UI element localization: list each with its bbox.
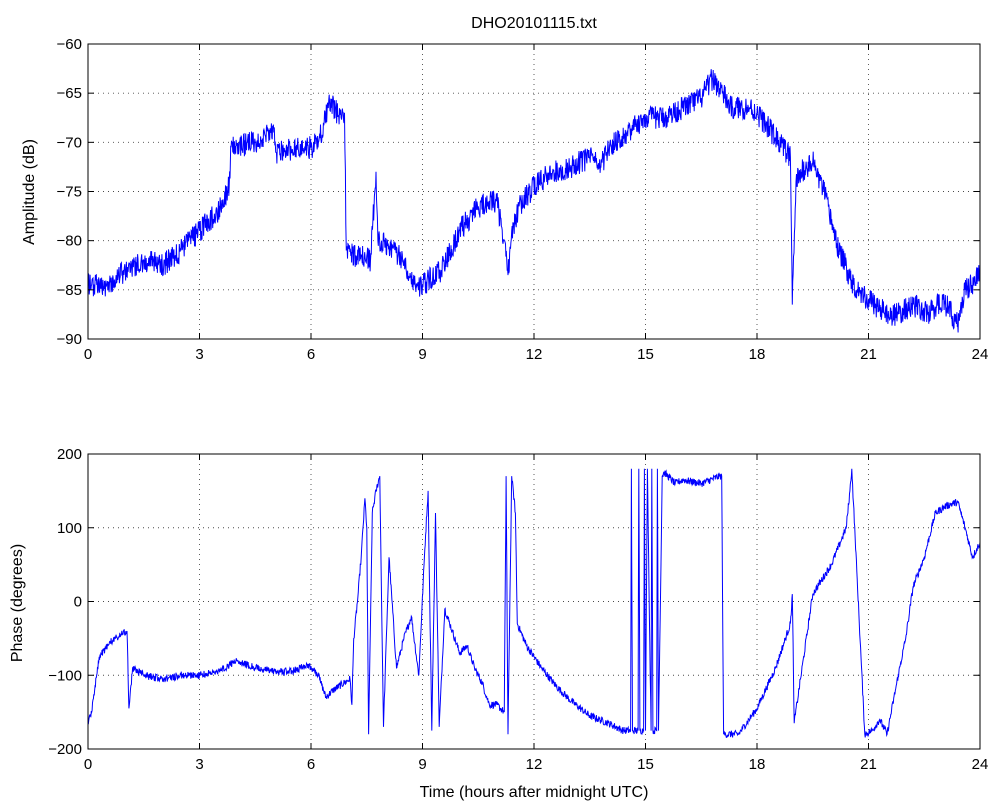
x-tick-label: 15 (637, 346, 654, 363)
series-line (87, 468, 981, 738)
x-tick-label: 12 (526, 756, 543, 773)
x-tick-label: 21 (860, 346, 877, 363)
x-tick-label: 21 (860, 756, 877, 773)
x-tick-label: 18 (749, 756, 766, 773)
x-tick-label: 9 (418, 346, 426, 363)
x-tick-label: 24 (972, 346, 989, 363)
y-tick-label: −75 (57, 184, 82, 201)
figure-title: DHO20101115.txt (471, 15, 597, 32)
x-tick-label: 6 (307, 346, 315, 363)
phase-panel: Phase (degrees) Time (hours after midnig… (9, 446, 988, 801)
phase-ylabel: Phase (degrees) (9, 544, 26, 662)
x-tick-label: 6 (307, 756, 315, 773)
x-tick-label: 18 (749, 346, 766, 363)
amplitude-ylabel: Amplitude (dB) (21, 139, 38, 245)
y-tick-label: −60 (57, 36, 82, 53)
y-tick-label: 100 (57, 520, 82, 537)
x-tick-label: 0 (84, 756, 92, 773)
x-tick-label: 3 (195, 346, 203, 363)
x-tick-label: 24 (972, 756, 989, 773)
y-tick-label: −100 (48, 667, 82, 684)
y-tick-label: −90 (57, 331, 82, 348)
x-tick-label: 12 (526, 346, 543, 363)
x-tick-label: 0 (84, 346, 92, 363)
x-tick-label: 15 (637, 756, 654, 773)
y-tick-label: −80 (57, 233, 82, 250)
x-tick-label: 9 (418, 756, 426, 773)
x-tick-label: 3 (195, 756, 203, 773)
series-line (87, 69, 981, 333)
y-tick-label: −70 (57, 134, 82, 151)
time-xlabel: Time (hours after midnight UTC) (420, 784, 649, 801)
y-tick-label: −85 (57, 282, 82, 299)
amplitude-panel: Amplitude (dB) 0 3 6 9 12 15 18 21 24 −90 −85 −80 −7… (21, 36, 988, 363)
y-tick-label: −200 (48, 741, 82, 758)
y-tick-label: 200 (57, 446, 82, 463)
y-tick-label: −65 (57, 85, 82, 102)
y-tick-label: 0 (74, 594, 82, 611)
